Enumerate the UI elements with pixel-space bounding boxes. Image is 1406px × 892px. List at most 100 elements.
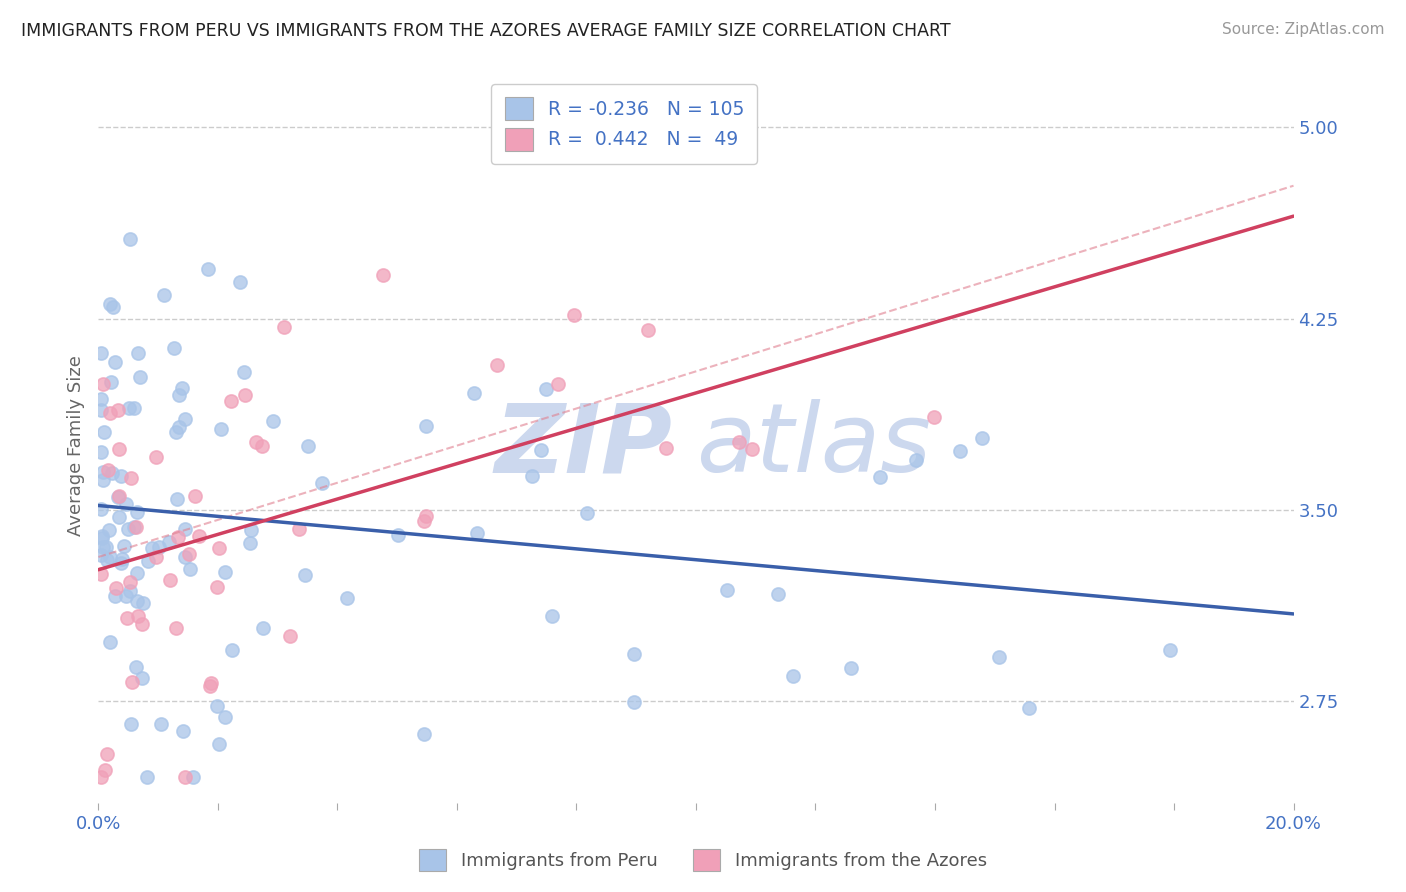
Point xyxy=(131,616,153,631)
Point xyxy=(107,442,129,457)
Point xyxy=(122,520,145,534)
Point xyxy=(108,510,131,524)
Point xyxy=(1159,643,1181,657)
Point xyxy=(221,642,243,657)
Point xyxy=(169,388,191,402)
Point xyxy=(91,473,114,487)
Point xyxy=(415,418,437,433)
Point xyxy=(124,520,146,534)
Point xyxy=(987,650,1010,665)
Point xyxy=(141,541,163,555)
Point xyxy=(214,710,236,724)
Point xyxy=(118,401,141,415)
Point xyxy=(839,661,862,675)
Point xyxy=(167,419,190,434)
Point xyxy=(90,770,112,784)
Point xyxy=(562,308,585,322)
Point xyxy=(91,465,114,479)
Point xyxy=(122,401,145,415)
Point xyxy=(655,441,678,455)
Point xyxy=(101,300,124,314)
Point xyxy=(98,523,121,537)
Point xyxy=(100,297,122,311)
Point xyxy=(252,621,274,635)
Point xyxy=(104,590,127,604)
Point xyxy=(262,414,284,428)
Point xyxy=(150,717,173,731)
Point xyxy=(111,551,134,566)
Text: ZIP: ZIP xyxy=(494,400,672,492)
Point xyxy=(120,471,142,485)
Point xyxy=(547,377,569,392)
Point xyxy=(205,698,228,713)
Point xyxy=(96,747,118,761)
Point xyxy=(117,522,139,536)
Point xyxy=(245,435,267,450)
Point xyxy=(131,671,153,685)
Point xyxy=(90,567,112,582)
Point xyxy=(170,381,193,395)
Y-axis label: Average Family Size: Average Family Size xyxy=(66,356,84,536)
Point xyxy=(172,724,194,739)
Point xyxy=(104,355,127,369)
Point xyxy=(145,450,167,464)
Legend: Immigrants from Peru, Immigrants from the Azores: Immigrants from Peru, Immigrants from th… xyxy=(412,842,994,879)
Point xyxy=(485,358,508,372)
Point xyxy=(273,320,295,334)
Point xyxy=(90,392,112,406)
Point xyxy=(463,385,485,400)
Point xyxy=(125,505,148,519)
Point xyxy=(90,501,112,516)
Point xyxy=(184,489,207,503)
Point xyxy=(522,468,544,483)
Point xyxy=(112,539,135,553)
Point xyxy=(415,509,437,524)
Point xyxy=(294,567,316,582)
Point xyxy=(297,439,319,453)
Point xyxy=(181,770,204,784)
Point xyxy=(465,525,488,540)
Point xyxy=(233,365,256,379)
Text: IMMIGRANTS FROM PERU VS IMMIGRANTS FROM THE AZORES AVERAGE FAMILY SIZE CORRELATI: IMMIGRANTS FROM PERU VS IMMIGRANTS FROM … xyxy=(21,22,950,40)
Point xyxy=(107,403,129,417)
Point xyxy=(766,586,789,600)
Point xyxy=(205,580,228,594)
Point xyxy=(239,523,262,537)
Point xyxy=(288,522,311,536)
Point xyxy=(179,561,201,575)
Point xyxy=(208,737,231,751)
Point xyxy=(91,376,114,391)
Point xyxy=(904,453,927,467)
Point xyxy=(278,629,301,643)
Point xyxy=(173,550,195,565)
Point xyxy=(91,529,114,543)
Point xyxy=(96,553,118,567)
Point xyxy=(229,275,252,289)
Point xyxy=(336,591,359,605)
Point xyxy=(371,268,394,282)
Point xyxy=(91,540,114,554)
Point xyxy=(163,342,186,356)
Point xyxy=(949,443,972,458)
Point xyxy=(127,345,149,359)
Legend: R = -0.236   N = 105, R =  0.442   N =  49: R = -0.236 N = 105, R = 0.442 N = 49 xyxy=(491,85,758,164)
Point xyxy=(100,375,122,389)
Point xyxy=(174,522,197,536)
Point xyxy=(90,345,112,359)
Point xyxy=(153,288,176,302)
Point xyxy=(110,468,132,483)
Point xyxy=(177,547,200,561)
Point xyxy=(120,574,142,589)
Point xyxy=(311,475,333,490)
Point xyxy=(413,514,436,528)
Point xyxy=(623,648,645,662)
Point xyxy=(108,489,131,503)
Point xyxy=(252,439,274,453)
Point xyxy=(200,676,222,690)
Point xyxy=(125,660,148,674)
Point xyxy=(165,621,187,635)
Point xyxy=(104,582,127,596)
Point xyxy=(93,764,115,778)
Point xyxy=(970,431,993,445)
Point xyxy=(716,583,738,598)
